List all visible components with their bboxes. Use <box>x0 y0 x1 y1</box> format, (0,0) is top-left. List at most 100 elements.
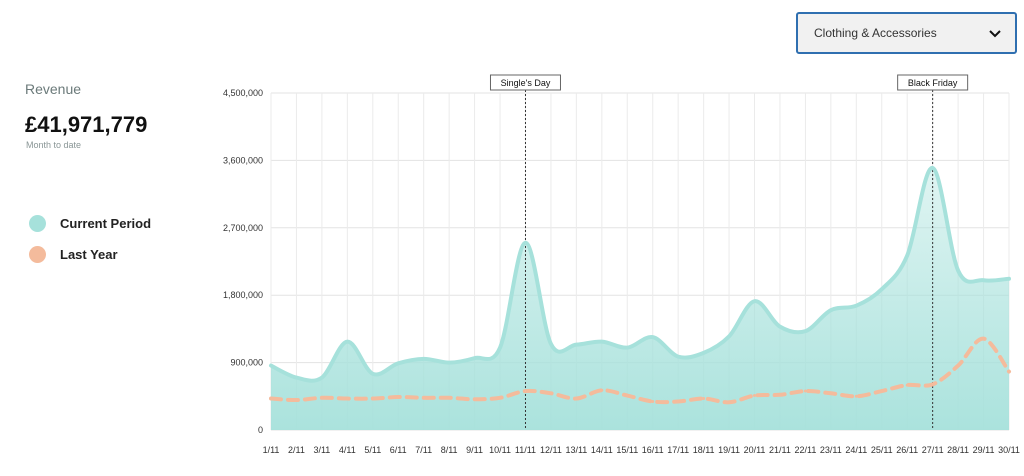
last-year-point <box>753 394 757 398</box>
x-tick-label: 19/11 <box>718 445 740 455</box>
last-year-point <box>549 391 553 395</box>
last-year-point <box>371 397 375 401</box>
last-year-point <box>625 394 629 398</box>
x-tick-label: 23/11 <box>820 445 842 455</box>
x-tick-label: 6/11 <box>390 445 407 455</box>
last-year-point <box>396 395 400 399</box>
legend-label-last-year: Last Year <box>60 247 118 262</box>
x-tick-label: 29/11 <box>973 445 995 455</box>
category-select[interactable]: Clothing & Accessories <box>796 12 1017 54</box>
x-tick-label: 4/11 <box>339 445 356 455</box>
last-year-point <box>702 397 706 401</box>
x-tick-label: 10/11 <box>489 445 511 455</box>
last-year-point <box>803 389 807 393</box>
event-label-box-single-s-day <box>489 74 561 91</box>
current-period-point <box>931 166 935 170</box>
current-period-point <box>345 340 349 344</box>
current-period-point <box>753 299 757 303</box>
last-year-point <box>982 337 986 341</box>
x-tick-label: 28/11 <box>947 445 969 455</box>
x-tick-label: 14/11 <box>591 445 613 455</box>
last-year-point <box>600 388 604 392</box>
last-year-point <box>320 396 324 400</box>
last-year-point <box>422 396 426 400</box>
y-tick-label: 1,800,000 <box>223 290 263 300</box>
current-period-point <box>422 357 426 361</box>
event-label-box-black-friday <box>897 74 969 91</box>
current-period-point <box>676 355 680 359</box>
last-year-point <box>931 382 935 386</box>
current-period-point <box>447 361 451 365</box>
current-period-point <box>523 241 527 245</box>
revenue-label: Revenue <box>25 81 82 97</box>
current-period-point <box>803 329 807 333</box>
current-period-area <box>271 167 1009 430</box>
current-period-point <box>269 364 273 368</box>
last-year-point <box>727 400 731 404</box>
last-year-point <box>956 364 960 368</box>
legend-item-current-period[interactable]: Current Period <box>29 215 151 232</box>
event-label-black-friday: Black Friday <box>908 78 958 88</box>
current-period-point <box>320 376 324 380</box>
current-period-point <box>600 340 604 344</box>
x-tick-label: 7/11 <box>415 445 432 455</box>
x-tick-label: 5/11 <box>364 445 381 455</box>
category-select-value: Clothing & Accessories <box>814 26 937 40</box>
x-tick-label: 11/11 <box>515 445 536 455</box>
x-tick-label: 12/11 <box>540 445 562 455</box>
x-tick-label: 22/11 <box>794 445 816 455</box>
last-year-point <box>676 400 680 404</box>
last-year-point <box>574 397 578 401</box>
revenue-value: £41,971,779 <box>25 112 148 137</box>
x-tick-label: 17/11 <box>667 445 689 455</box>
last-year-line <box>269 336 1011 405</box>
current-period-point <box>1007 277 1011 281</box>
x-tick-label: 18/11 <box>693 445 715 455</box>
x-tick-label: 26/11 <box>896 445 918 455</box>
x-tick-label: 24/11 <box>845 445 867 455</box>
last-year-point <box>447 396 451 400</box>
x-tick-label: 13/11 <box>565 445 587 455</box>
x-tick-label: 25/11 <box>871 445 893 455</box>
last-year-point <box>880 389 884 393</box>
x-tick-label: 15/11 <box>616 445 638 455</box>
current-period-point <box>854 304 858 308</box>
last-year-point <box>1007 370 1011 374</box>
current-period-point <box>956 268 960 272</box>
y-tick-label: 0 <box>258 425 263 435</box>
x-tick-label: 8/11 <box>441 445 458 455</box>
last-year-point <box>778 393 782 397</box>
x-tick-label: 21/11 <box>769 445 791 455</box>
x-tick-label: 9/11 <box>466 445 483 455</box>
last-year-point <box>473 397 477 401</box>
current-period-point <box>829 308 833 312</box>
current-period-point <box>880 287 884 291</box>
last-year-point <box>345 397 349 401</box>
current-period-point <box>574 343 578 347</box>
y-tick-label: 2,700,000 <box>223 223 263 233</box>
last-year-point <box>498 396 502 400</box>
current-period-point <box>982 278 986 282</box>
current-period-point <box>727 334 731 338</box>
legend-dot-current-period <box>29 215 46 232</box>
last-year-point <box>829 391 833 395</box>
x-tick-label: 20/11 <box>744 445 766 455</box>
current-period-point <box>371 372 375 376</box>
current-period-point <box>549 342 553 346</box>
last-year-point <box>905 383 909 387</box>
legend-item-last-year[interactable]: Last Year <box>29 246 118 263</box>
current-period-point <box>396 361 400 365</box>
last-year-point <box>651 400 655 404</box>
current-period-point <box>473 356 477 360</box>
current-period-point <box>498 346 502 350</box>
last-year-point <box>269 397 273 401</box>
current-period-point <box>778 325 782 329</box>
current-period-point <box>625 346 629 350</box>
current-period-point <box>294 376 298 380</box>
x-tick-label: 16/11 <box>642 445 664 455</box>
y-tick-label: 3,600,000 <box>223 155 263 165</box>
x-tick-label: 3/11 <box>313 445 330 455</box>
chevron-down-icon <box>989 30 1001 38</box>
y-tick-label: 900,000 <box>230 358 263 368</box>
